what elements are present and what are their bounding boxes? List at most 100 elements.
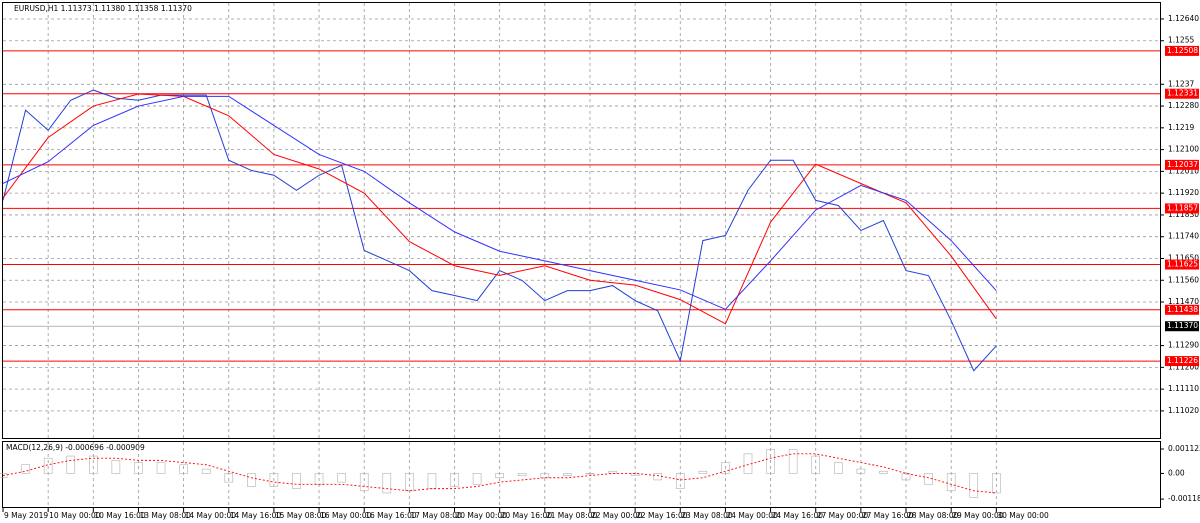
histogram-bar	[472, 473, 482, 485]
x-tick-label: 24 May 16:00	[772, 511, 824, 520]
histogram-bar	[405, 473, 414, 492]
y-tick-label: 0.001123	[1168, 444, 1200, 453]
x-tick-label: 21 May 08:00	[546, 511, 598, 520]
x-tick-label: 20 May 00:00	[456, 511, 508, 520]
histogram-bar	[563, 473, 572, 476]
histogram-bar	[585, 473, 595, 475]
x-tick-label: 20 May 16:00	[501, 511, 553, 520]
level-label: 1.11226	[1167, 356, 1198, 365]
histogram-bar	[540, 473, 550, 479]
y-tick-label: 1.1237	[1168, 79, 1194, 88]
histogram-bar	[924, 473, 933, 485]
y-tick-label: 1.11920	[1168, 188, 1199, 197]
level-label: 1.12331	[1167, 89, 1198, 98]
histogram-bar	[89, 455, 98, 474]
histogram-bar	[43, 457, 53, 474]
macd-frame	[2, 441, 1161, 508]
y-tick-label: -0.001182	[1168, 494, 1200, 503]
histogram-bar	[901, 473, 911, 481]
histogram-bar	[811, 455, 821, 474]
histogram-bar	[337, 473, 346, 483]
x-tick-label: 27 May 16:00	[862, 511, 914, 520]
y-tick-label: 1.11560	[1168, 275, 1199, 284]
histogram-bar	[766, 449, 775, 474]
histogram-bar	[698, 470, 708, 474]
y-tick-label: 1.11650	[1168, 253, 1199, 262]
chart-title: EURUSD,H1 1.11373 1.11380 1.11358 1.1137…	[14, 4, 192, 13]
level-label: 1.12508	[1167, 46, 1198, 55]
price-label-box	[1165, 321, 1199, 332]
histogram-bar	[0, 473, 8, 479]
histogram-bar	[608, 470, 617, 474]
y-tick-label: 0.00	[1168, 468, 1185, 477]
histogram-bar	[517, 473, 527, 476]
x-tick-label: 10 May 16:00	[94, 511, 146, 520]
level-label-box	[1165, 259, 1199, 270]
y-tick-label: 1.11200	[1168, 362, 1199, 371]
y-tick-label: 1.1255	[1168, 36, 1194, 45]
histogram-bar	[224, 473, 234, 483]
histogram-bar	[992, 473, 1001, 494]
main-frame	[2, 2, 1161, 439]
moving-average	[2, 93, 997, 325]
histogram-bar	[66, 455, 76, 474]
level-label: 1.11438	[1167, 305, 1198, 314]
level-label-box	[1165, 45, 1199, 56]
histogram-bar	[382, 473, 392, 494]
x-tick-label: 14 May 16:00	[230, 511, 282, 520]
histogram-bar	[788, 449, 798, 474]
level-label-box	[1165, 356, 1199, 367]
x-tick-label: 9 May 2019	[4, 511, 48, 520]
histogram-bar	[179, 464, 188, 474]
histogram-bar	[675, 473, 685, 489]
x-tick-label: 13 May 08:00	[139, 511, 191, 520]
x-tick-label: 14 May 00:00	[185, 511, 237, 520]
y-tick-label: 1.12010	[1168, 166, 1199, 175]
x-tick-label: 29 May 00:00	[952, 511, 1004, 520]
histogram-bar	[359, 473, 369, 492]
histogram-bar	[111, 460, 121, 474]
x-tick-label: 22 May 16:00	[636, 511, 688, 520]
y-tick-label: 1.12280	[1168, 101, 1199, 110]
histogram-bar	[833, 462, 843, 474]
histogram-bar	[156, 462, 166, 474]
macd-title: MACD(12,26,9) -0.000696 -0.000909	[6, 443, 145, 452]
x-tick-label: 16 May 00:00	[320, 511, 372, 520]
x-tick-label: 27 May 00:00	[817, 511, 869, 520]
level-label-box	[1165, 304, 1199, 315]
price-label: 1.11370	[1167, 321, 1198, 330]
histogram-bar	[247, 473, 256, 487]
y-tick-label: 1.11830	[1168, 210, 1199, 219]
y-tick-label: 1.11020	[1168, 406, 1199, 415]
level-label-box	[1165, 88, 1199, 99]
x-tick-label: 28 May 08:00	[907, 511, 959, 520]
signal-line	[2, 453, 997, 494]
histogram-bar	[856, 468, 866, 474]
histogram-bar	[201, 468, 211, 474]
x-tick-label: 16 May 16:00	[365, 511, 417, 520]
y-tick-label: 1.12100	[1168, 145, 1199, 154]
histogram-bar	[450, 473, 459, 487]
histogram-bar	[879, 470, 888, 474]
level-label: 1.12037	[1167, 160, 1198, 169]
x-tick-label: 17 May 08:00	[410, 511, 462, 520]
y-tick-label: 1.11740	[1168, 232, 1199, 241]
level-label: 1.11857	[1167, 203, 1198, 212]
y-tick-label: 1.11470	[1168, 297, 1199, 306]
histogram-bar	[969, 473, 979, 498]
y-tick-label: 1.12640	[1168, 14, 1199, 23]
x-tick-label: 22 May 00:00	[591, 511, 643, 520]
x-tick-label: 24 May 00:00	[726, 511, 778, 520]
x-tick-label: 10 May 00:00	[49, 511, 101, 520]
histogram-bar	[495, 473, 504, 479]
level-label-box	[1165, 159, 1199, 170]
level-label: 1.11625	[1167, 260, 1198, 269]
histogram-bar	[721, 462, 730, 474]
histogram-bar	[134, 462, 143, 474]
histogram-bar	[946, 473, 956, 492]
y-tick-label: 1.11110	[1168, 384, 1199, 393]
y-tick-label: 1.1219	[1168, 123, 1194, 132]
histogram-bar	[21, 464, 30, 474]
